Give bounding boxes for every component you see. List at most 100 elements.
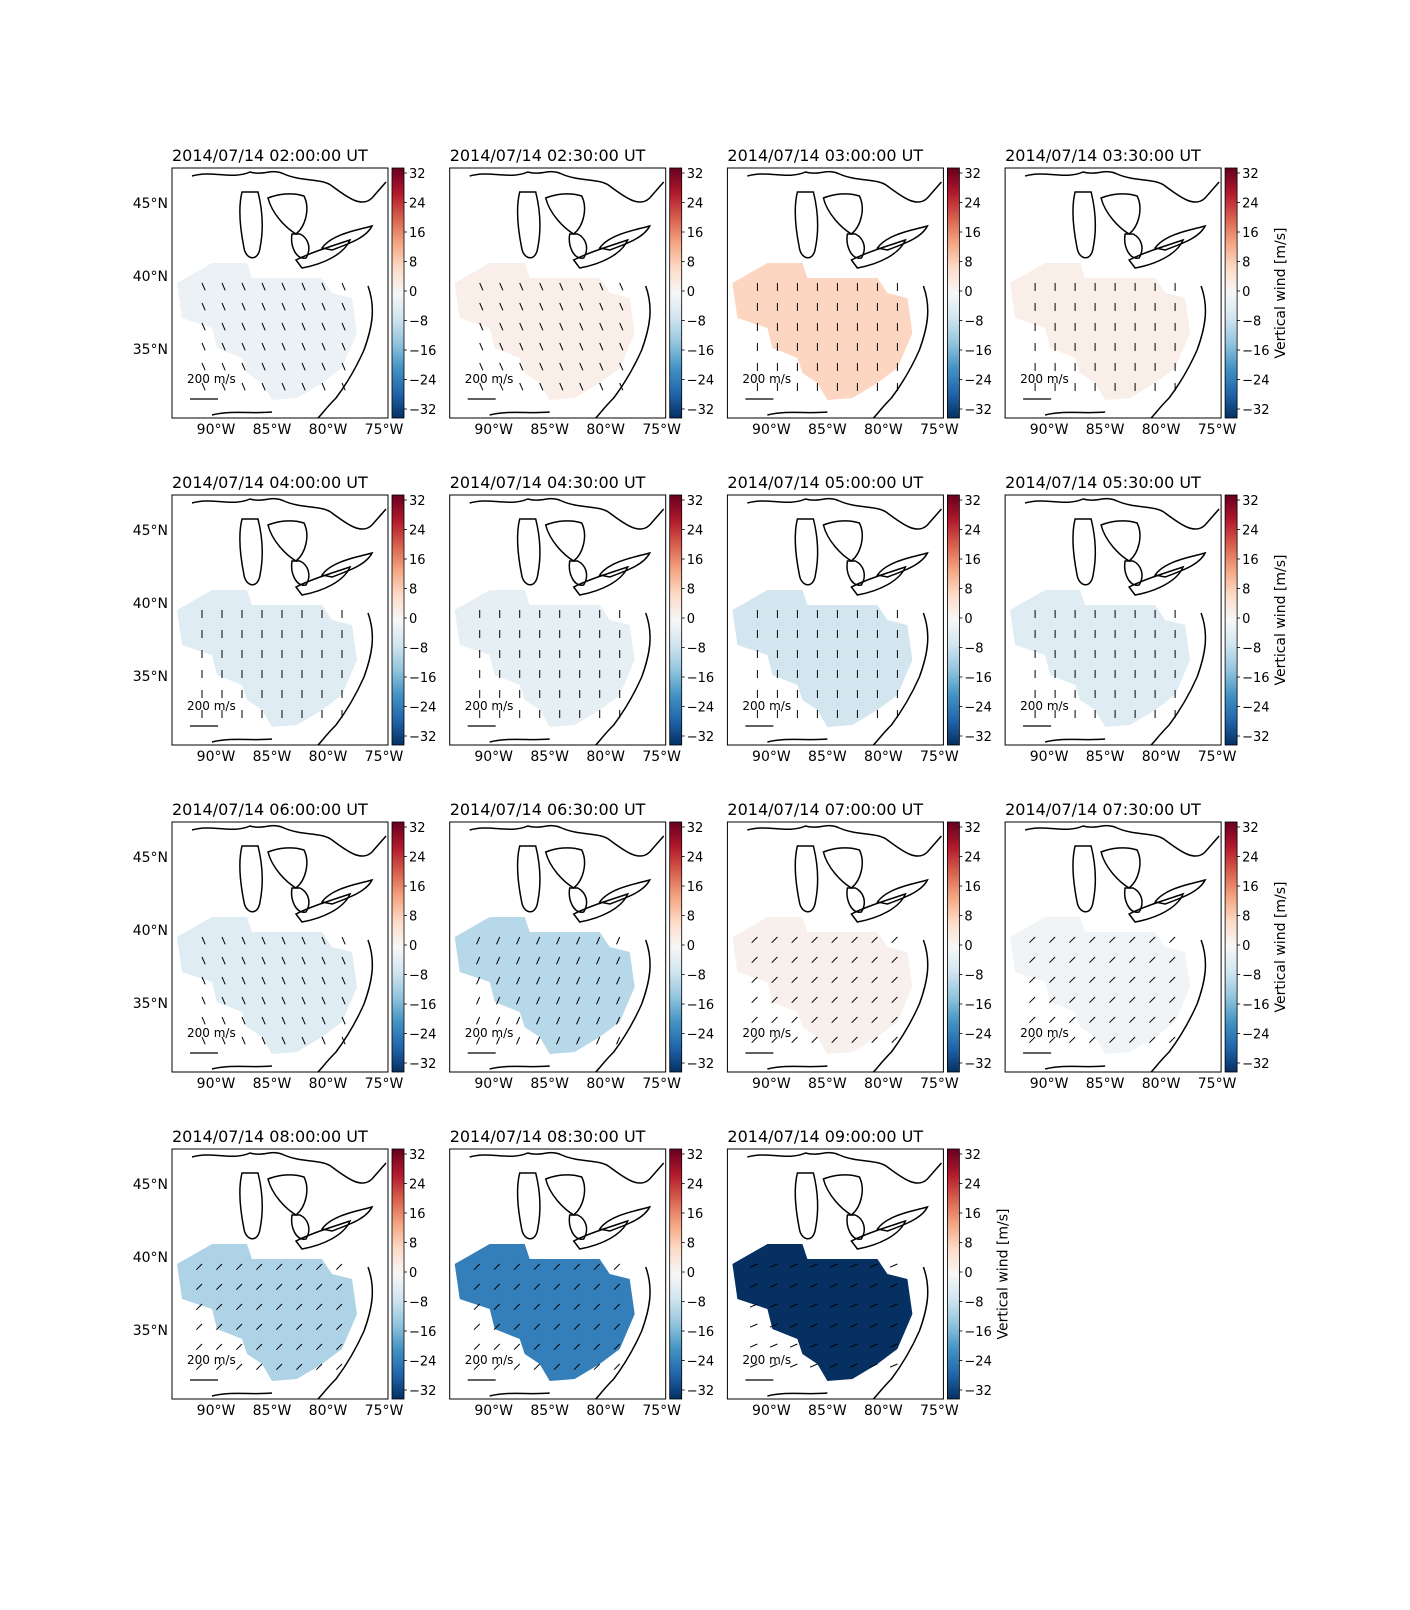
wind-arrow [869,1363,878,1368]
wind-arrow [301,342,306,351]
wind-arrow [1049,936,1056,944]
scale-label: 200 m/s [465,1353,514,1367]
wind-arrow [473,1303,481,1311]
wind-arrow [891,1016,898,1024]
colorbar [1224,494,1238,746]
wind-arrow [221,362,226,371]
wind-arrow [473,1323,481,1331]
colorbar-tick-label: 24 [409,851,426,866]
colorbar-tick-label: 16 [687,880,704,895]
colorbar-tick-label: −8 [964,315,983,330]
coastline [469,1151,665,1184]
wind-arrow [201,322,206,331]
coastline [294,1219,352,1250]
wind-arrow [1029,996,1036,1004]
wind-arrow [513,1323,521,1331]
wind-arrow [221,996,226,1005]
wind-arrow [499,362,504,371]
colorbar-tick-label: 24 [964,1178,981,1193]
wind-arrow [1089,1036,1096,1044]
wind-arrow [341,1036,346,1045]
wind-arrow [275,1323,283,1331]
wind-arrow [301,936,306,945]
wind-arrow [749,1343,758,1348]
wind-arrow [241,342,246,351]
wind-arrow [281,1036,286,1045]
wind-arrow [533,1263,541,1271]
lon-tick: 80°W [309,749,348,765]
colorbar [947,167,960,419]
wind-arrow [1169,1016,1176,1024]
wind-arrow [539,302,544,311]
wind-arrow [1149,956,1156,964]
wind-arrow [789,1343,798,1348]
lon-tick: 75°W [365,1076,404,1092]
colorbar-tick-label: 16 [1242,553,1259,568]
wind-arrow [493,1303,501,1311]
wind-arrow [553,1283,561,1291]
wind-arrow [619,322,624,331]
wind-arrow [335,1323,343,1331]
wind-arrow [1069,1016,1076,1024]
wind-arrow [851,1036,858,1044]
panel-9: 2014/07/14 06:00:00 UT 200 m/s 90°W 85°W 80°… [133,800,437,1092]
panel-7: 2014/07/14 05:00:00 UT 200 m/s 90°W 85°W 80°… [726,473,992,765]
wind-arrow [496,1016,501,1025]
colorbar-tick-label: 8 [1242,583,1250,598]
colorbar-tick-label: −16 [409,671,436,686]
lon-tick: 85°W [1086,1076,1125,1092]
coastline [794,845,819,913]
wind-arrow [851,996,858,1004]
coastline [1100,520,1141,562]
wind-arrow [295,1343,303,1351]
coastline [1150,285,1207,419]
lon-tick: 85°W [253,749,292,765]
lon-tick: 85°W [1086,749,1125,765]
lon-tick: 80°W [1142,749,1181,765]
wind-arrow [593,1263,601,1271]
wind-arrow [321,282,326,291]
wind-arrow [871,936,878,944]
wind-arrow [261,956,266,965]
wind-arrow [533,1363,541,1371]
coastline [568,233,588,259]
colorbar-tick-label: 32 [687,167,704,182]
scale-label: 200 m/s [1020,1026,1069,1040]
colorbar-tick-label: 0 [687,1266,695,1281]
wind-arrow [1029,976,1036,984]
wind-arrow [321,1016,326,1025]
wind-arrow [341,1016,346,1025]
colorbar-tick-label: 32 [964,494,981,509]
lon-tick: 80°W [309,1403,348,1419]
wind-arrow [536,956,541,965]
lon-tick: 75°W [642,1076,681,1092]
wind-arrow [751,1036,758,1044]
wind-arrow [1069,1036,1076,1044]
wind-arrow [871,976,878,984]
wind-arrow [559,282,564,291]
wind-arrow [516,996,521,1005]
map-frame [171,1148,389,1400]
colorbar-tick-label: 0 [1242,939,1250,954]
panel-title: 2014/07/14 08:00:00 UT [172,1127,368,1146]
coastline [568,887,588,913]
colorbar-tick-label: 16 [964,1207,981,1222]
wind-arrow [341,382,346,391]
lat-tick: 35°N [133,1323,168,1339]
wind-arrow [613,1263,621,1271]
wind-arrow [533,1283,541,1291]
colorbar-tick-label: −32 [687,730,714,745]
wind-arrow [871,1036,878,1044]
coastline [211,411,273,416]
coastline [294,565,352,596]
wind-arrow [553,1263,561,1271]
wind-arrow [789,1263,798,1268]
wind-arrow [533,1303,541,1311]
panel-title: 2014/07/14 02:00:00 UT [172,146,368,165]
wind-arrow [749,1363,758,1368]
wind-arrow [201,976,206,985]
scale-label: 200 m/s [742,699,791,713]
colorbar-tick-label: 0 [1242,612,1250,627]
wind-arrow [556,1036,561,1045]
colorbar-tick-label: 16 [409,226,426,241]
